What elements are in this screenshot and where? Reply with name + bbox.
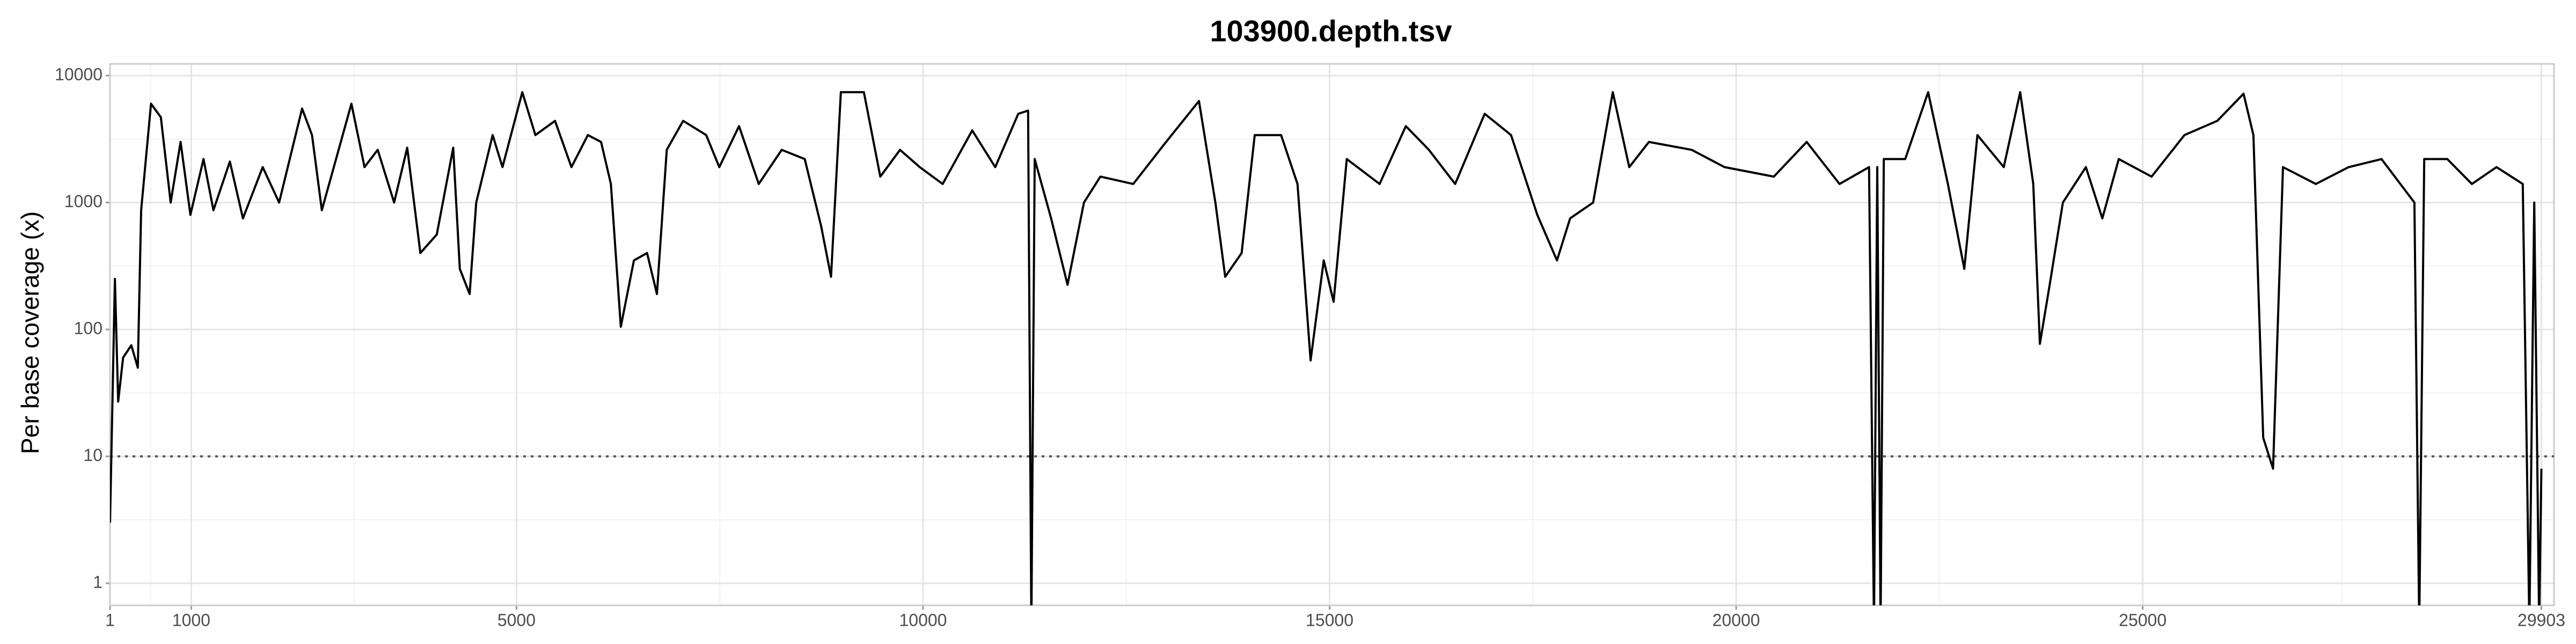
y-axis-title: Per base coverage (x) <box>16 211 44 455</box>
x-tick-label: 1 <box>105 610 115 630</box>
x-tick-label: 5000 <box>497 610 536 630</box>
y-tick-label: 1 <box>93 572 103 591</box>
x-tick-label: 25000 <box>2119 610 2167 630</box>
y-tick-label: 100 <box>74 318 103 338</box>
y-tick-label: 10000 <box>55 64 103 84</box>
coverage-line <box>110 91 2543 605</box>
panel-border <box>109 63 2555 606</box>
y-tick-label: 1000 <box>64 192 103 211</box>
y-tick-label: 10 <box>83 445 103 465</box>
x-tick-label: 15000 <box>1306 610 1353 630</box>
x-tick-label: 20000 <box>1713 610 1760 630</box>
x-tick-label: 1000 <box>172 610 210 630</box>
x-tick-label: 29903 <box>2518 610 2565 630</box>
chart-title: 103900.depth.tsv <box>1210 14 1452 48</box>
x-tick-label: 10000 <box>899 610 947 630</box>
